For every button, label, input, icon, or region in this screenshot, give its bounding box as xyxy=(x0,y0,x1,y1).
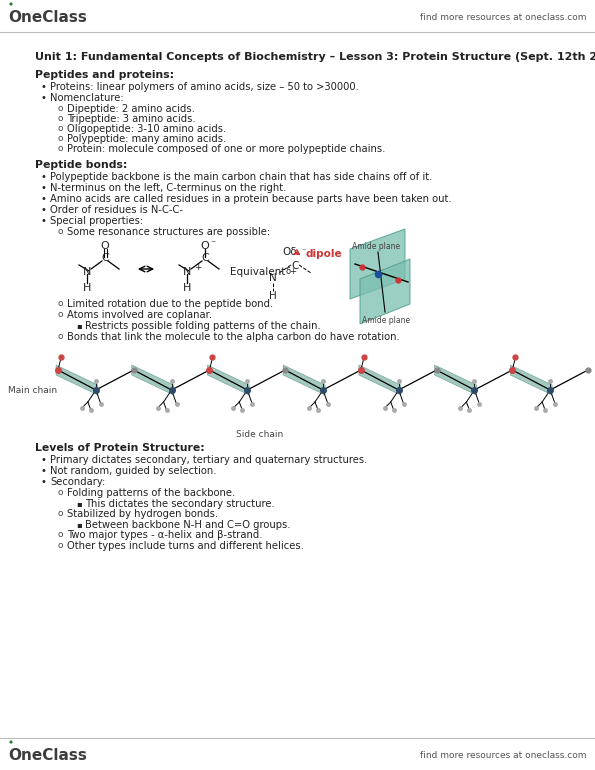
Text: Order of residues is N-C-C-: Order of residues is N-C-C- xyxy=(50,205,183,215)
Polygon shape xyxy=(9,740,13,744)
Text: Amide plane: Amide plane xyxy=(352,242,400,251)
Text: H: H xyxy=(83,283,91,293)
Text: Restricts possible folding patterns of the chain.: Restricts possible folding patterns of t… xyxy=(85,321,321,331)
Text: Side chain: Side chain xyxy=(236,430,284,439)
Polygon shape xyxy=(131,365,174,395)
Text: •: • xyxy=(41,183,47,193)
Text: N: N xyxy=(83,267,91,277)
Text: ⁻: ⁻ xyxy=(210,239,215,249)
Text: OneClass: OneClass xyxy=(8,10,87,25)
Text: o: o xyxy=(58,509,64,518)
Text: •: • xyxy=(41,455,47,465)
Text: o: o xyxy=(58,114,64,123)
Text: Not random, guided by selection.: Not random, guided by selection. xyxy=(50,466,217,476)
Text: o: o xyxy=(58,134,64,143)
Text: OneClass: OneClass xyxy=(8,748,87,763)
Text: Levels of Protein Structure:: Levels of Protein Structure: xyxy=(35,443,205,453)
Polygon shape xyxy=(359,365,400,395)
Text: o: o xyxy=(58,104,64,113)
Text: Two major types - α-helix and β-strand.: Two major types - α-helix and β-strand. xyxy=(67,530,262,540)
Text: o: o xyxy=(58,310,64,319)
Text: Oligopeptide: 3-10 amino acids.: Oligopeptide: 3-10 amino acids. xyxy=(67,124,226,134)
Text: Polypeptide backbone is the main carbon chain that has side chains off of it.: Polypeptide backbone is the main carbon … xyxy=(50,172,433,182)
Text: Tripeptide: 3 amino acids.: Tripeptide: 3 amino acids. xyxy=(67,114,196,124)
Text: C: C xyxy=(101,253,109,263)
Text: ▪: ▪ xyxy=(76,321,82,330)
Text: o: o xyxy=(58,488,64,497)
Text: •: • xyxy=(41,93,47,103)
Text: o: o xyxy=(58,530,64,539)
Text: •: • xyxy=(41,477,47,487)
Text: Protein: molecule composed of one or more polypeptide chains.: Protein: molecule composed of one or mor… xyxy=(67,144,386,154)
Polygon shape xyxy=(9,2,13,6)
Text: o: o xyxy=(58,144,64,153)
Text: Primary dictates secondary, tertiary and quaternary structures.: Primary dictates secondary, tertiary and… xyxy=(50,455,367,465)
Text: dipole: dipole xyxy=(305,249,342,259)
Text: o: o xyxy=(58,299,64,308)
Text: Between backbone N-H and C=O groups.: Between backbone N-H and C=O groups. xyxy=(85,520,290,530)
Text: •: • xyxy=(41,205,47,215)
Text: This dictates the secondary structure.: This dictates the secondary structure. xyxy=(85,499,275,509)
Text: Amino acids are called residues in a protein because parts have been taken out.: Amino acids are called residues in a pro… xyxy=(50,194,452,204)
Text: Unit 1: Fundamental Concepts of Biochemistry – Lesson 3: Protein Structure (Sept: Unit 1: Fundamental Concepts of Biochemi… xyxy=(35,52,595,62)
Text: o: o xyxy=(58,541,64,550)
Text: C: C xyxy=(292,261,299,271)
Text: Nomenclature:: Nomenclature: xyxy=(50,93,124,103)
Text: Limited rotation due to the peptide bond.: Limited rotation due to the peptide bond… xyxy=(67,299,273,309)
Text: H: H xyxy=(269,291,277,301)
Text: δ+: δ+ xyxy=(285,267,297,276)
Text: find more resources at oneclass.com: find more resources at oneclass.com xyxy=(421,13,587,22)
Polygon shape xyxy=(208,365,249,395)
Text: find more resources at oneclass.com: find more resources at oneclass.com xyxy=(421,751,587,760)
Text: Equivalent: Equivalent xyxy=(230,267,286,277)
Text: o: o xyxy=(58,227,64,236)
Polygon shape xyxy=(56,365,98,395)
Text: Secondary:: Secondary: xyxy=(50,477,105,487)
Text: •: • xyxy=(41,172,47,182)
Text: Folding patterns of the backbone.: Folding patterns of the backbone. xyxy=(67,488,235,498)
Text: •: • xyxy=(41,466,47,476)
Text: Special properties:: Special properties: xyxy=(50,216,143,226)
Text: Bonds that link the molecule to the alpha carbon do have rotation.: Bonds that link the molecule to the alph… xyxy=(67,332,400,342)
Text: Main chain: Main chain xyxy=(8,386,57,395)
Text: •: • xyxy=(41,82,47,92)
Text: Some resonance structures are possible:: Some resonance structures are possible: xyxy=(67,227,270,237)
Polygon shape xyxy=(360,259,410,324)
Text: O: O xyxy=(101,241,109,251)
Text: Dipeptide: 2 amino acids.: Dipeptide: 2 amino acids. xyxy=(67,104,195,114)
Text: •: • xyxy=(41,216,47,226)
Text: C: C xyxy=(201,253,209,263)
Text: N: N xyxy=(269,273,277,283)
Text: N-terminus on the left, C-terminus on the right.: N-terminus on the left, C-terminus on th… xyxy=(50,183,286,193)
Text: Peptide bonds:: Peptide bonds: xyxy=(35,160,127,170)
Polygon shape xyxy=(350,229,405,299)
Text: ▪: ▪ xyxy=(76,520,82,529)
Text: Proteins: linear polymers of amino acids, size – 50 to >30000.: Proteins: linear polymers of amino acids… xyxy=(50,82,359,92)
Text: •: • xyxy=(41,194,47,204)
Text: ▪: ▪ xyxy=(76,499,82,508)
Polygon shape xyxy=(283,365,325,395)
Text: N: N xyxy=(183,267,191,277)
Text: Oδ: Oδ xyxy=(283,247,298,257)
Polygon shape xyxy=(434,365,477,395)
Text: Atoms involved are coplanar.: Atoms involved are coplanar. xyxy=(67,310,212,320)
Text: +: + xyxy=(194,263,202,272)
Text: ⁻: ⁻ xyxy=(301,246,305,255)
Text: Other types include turns and different helices.: Other types include turns and different … xyxy=(67,541,304,551)
Text: Peptides and proteins:: Peptides and proteins: xyxy=(35,70,174,80)
Text: Stabilized by hydrogen bonds.: Stabilized by hydrogen bonds. xyxy=(67,509,218,519)
Text: O: O xyxy=(201,241,209,251)
Text: o: o xyxy=(58,124,64,133)
Text: H: H xyxy=(183,283,191,293)
Text: Polypeptide: many amino acids.: Polypeptide: many amino acids. xyxy=(67,134,226,144)
Text: Amide plane: Amide plane xyxy=(362,316,410,325)
Polygon shape xyxy=(511,365,552,395)
Text: o: o xyxy=(58,332,64,341)
